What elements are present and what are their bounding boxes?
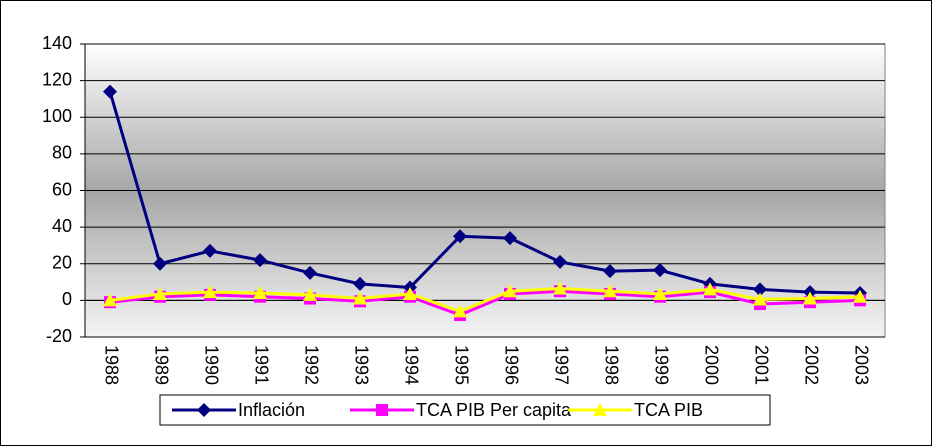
x-tick-label: 1997: [551, 345, 571, 385]
y-tick-label: 60: [52, 179, 72, 199]
y-tick-label: 80: [52, 143, 72, 163]
marker: [803, 291, 817, 305]
legend-label: Inflación: [238, 400, 305, 420]
marker: [753, 282, 767, 297]
series-line: [108, 91, 861, 295]
marker: [253, 253, 267, 268]
marker: [203, 285, 217, 299]
series-line: [109, 286, 861, 313]
x-tick-label: 1998: [601, 345, 621, 385]
x-tick-label: 1996: [501, 345, 521, 385]
marker: [403, 286, 417, 300]
legend-box: [159, 394, 771, 426]
marker: [153, 256, 167, 271]
marker: [197, 403, 211, 417]
marker: [453, 304, 467, 318]
legend-label: TCA PIB: [634, 400, 703, 420]
marker: [203, 243, 217, 258]
legend-label: TCA PIB Per capita: [416, 400, 572, 420]
y-tick-label: 120: [42, 69, 72, 89]
legend: Inflación TCA PIB Per capita TCA PIB: [159, 394, 771, 426]
x-tick-label: 1989: [151, 345, 171, 385]
marker: [103, 293, 117, 307]
x-tick-label: 2001: [751, 345, 771, 385]
marker: [753, 292, 767, 306]
marker: [303, 287, 317, 301]
marker: [603, 284, 617, 298]
x-tick-label: 1992: [301, 345, 321, 385]
marker: [593, 403, 607, 416]
marker: [253, 286, 267, 300]
x-tick-label: 1991: [251, 345, 271, 385]
marker: [453, 229, 467, 244]
marker: [103, 84, 117, 99]
x-tick-label: 2002: [801, 345, 821, 385]
x-tick-label: 2003: [851, 345, 871, 385]
series-line: [109, 289, 861, 317]
y-tick-label: 0: [62, 289, 72, 309]
marker: [553, 281, 567, 295]
y-tick-label: 100: [42, 106, 72, 126]
y-tick-label: 40: [52, 216, 72, 236]
marker: [153, 286, 167, 300]
marker: [353, 276, 367, 291]
marker: [653, 286, 667, 300]
marker: [853, 289, 867, 303]
y-tick-label: -20: [46, 326, 72, 346]
marker: [503, 231, 517, 246]
x-tick-label: 1995: [451, 345, 471, 385]
marker: [553, 254, 567, 269]
x-tick-label: 1999: [651, 345, 671, 385]
marker: [653, 263, 667, 278]
x-tick-label: 2000: [701, 345, 721, 385]
x-tick-label: 1993: [351, 345, 371, 385]
marker: [703, 282, 717, 296]
x-tick-label: 1988: [101, 345, 121, 385]
y-tick-label: 20: [52, 253, 72, 273]
x-tick-label: 1990: [201, 345, 221, 385]
marker: [303, 265, 317, 280]
y-tick-label: 140: [42, 33, 72, 53]
marker: [603, 264, 617, 279]
marker: [503, 284, 517, 298]
x-tick-label: 1994: [401, 345, 421, 385]
marker: [376, 404, 388, 416]
marker: [353, 291, 367, 305]
